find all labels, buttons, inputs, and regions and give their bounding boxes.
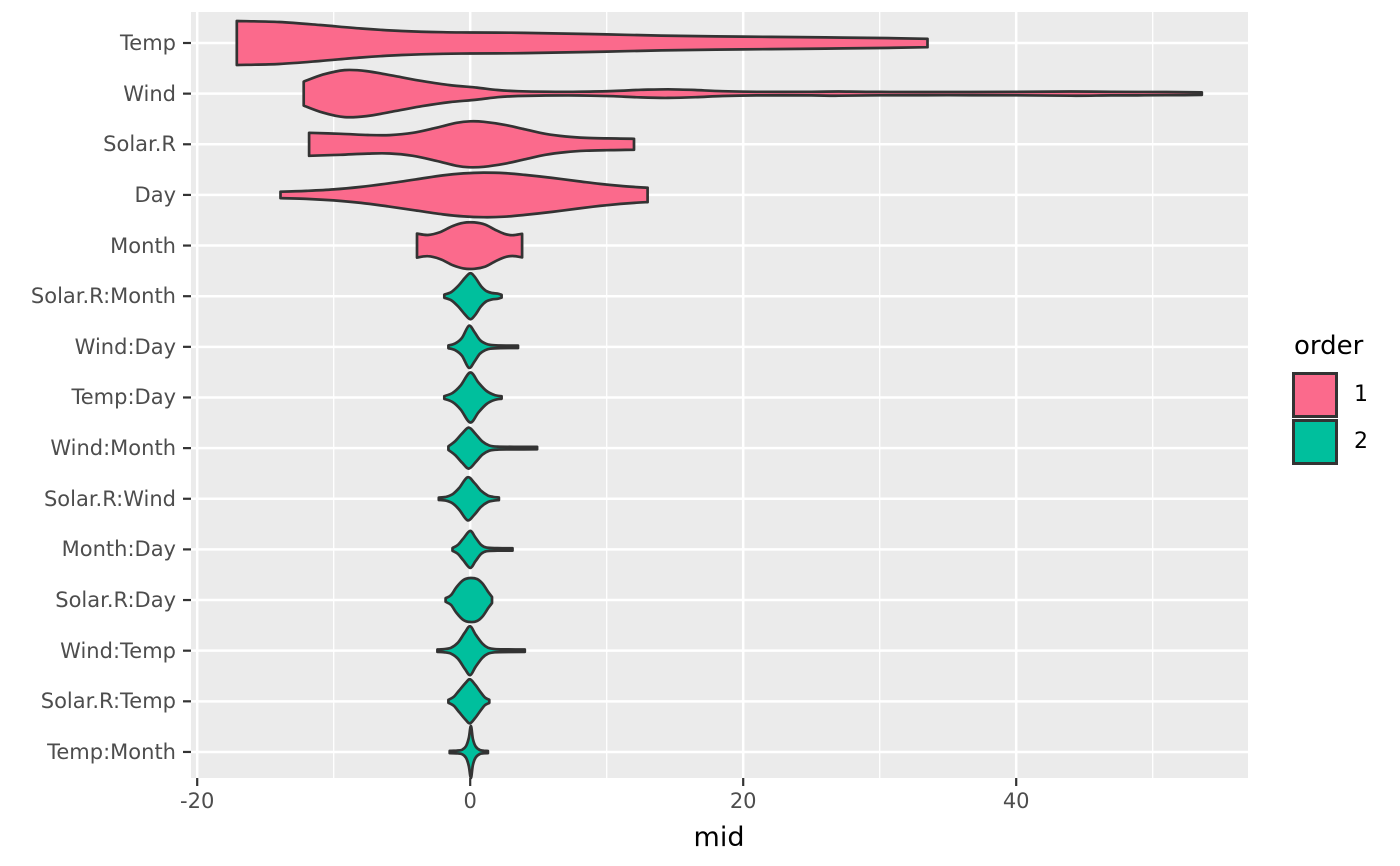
legend-label-order-2: 2 xyxy=(1354,429,1368,454)
y-axis-label: Month xyxy=(110,233,176,258)
legend-swatch-order-2-icon xyxy=(1292,418,1338,465)
y-axis-label: Solar.R:Month xyxy=(30,284,176,309)
y-axis-label: Solar.R:Temp xyxy=(40,689,176,714)
y-axis-label: Wind:Month xyxy=(50,436,176,461)
x-axis-tick-label: 20 xyxy=(729,789,757,813)
legend-label-order-1: 1 xyxy=(1354,382,1368,407)
x-axis-tick-label: -20 xyxy=(180,789,215,813)
y-axis-label: Solar.R xyxy=(103,132,176,157)
y-axis-label: Temp xyxy=(120,31,176,55)
y-axis-label: Day xyxy=(134,182,176,207)
y-axis-label: Solar.R:Day xyxy=(55,588,176,613)
legend-title: order xyxy=(1294,331,1364,361)
x-axis-title: mid xyxy=(693,822,745,853)
y-axis-label: Wind:Day xyxy=(74,334,176,359)
y-axis-label: Wind:Temp xyxy=(60,638,176,663)
x-axis-tick-label: 40 xyxy=(1002,789,1030,813)
legend-entry-order-2: 2 xyxy=(1292,418,1398,465)
legend-swatch-order-1-icon xyxy=(1292,371,1338,418)
y-axis-label: Temp:Day xyxy=(71,385,176,410)
x-axis-tick-label: 0 xyxy=(463,789,477,813)
y-axis-label: Solar.R:Wind xyxy=(43,486,176,511)
legend: order 1 2 xyxy=(1292,331,1398,465)
y-axis-label: Month:Day xyxy=(61,537,176,562)
y-axis-label: Temp:Month xyxy=(47,739,176,764)
y-axis-label: Wind xyxy=(123,81,176,106)
legend-entry-order-1: 1 xyxy=(1292,371,1398,418)
